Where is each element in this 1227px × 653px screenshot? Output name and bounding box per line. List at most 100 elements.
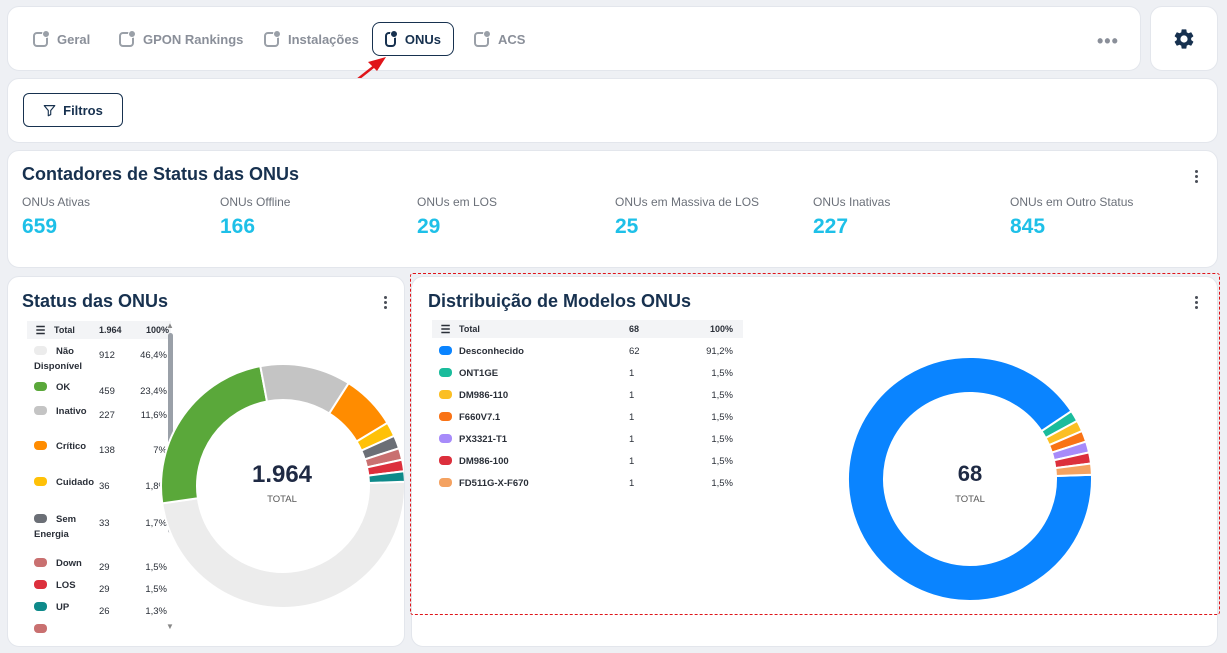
legend-name: PX3321-T1	[459, 433, 508, 445]
scroll-down-icon[interactable]: ▼	[166, 622, 174, 631]
legend-swatch	[34, 382, 47, 391]
header-pct: 100%	[709, 324, 733, 334]
legend-row[interactable]: DM986-100 1 1,5%	[432, 450, 743, 472]
legend-pct: 1,3%	[145, 606, 167, 617]
legend-pct: 1,5%	[711, 455, 733, 467]
legend-row[interactable]: DM986-110 1 1,5%	[432, 384, 743, 406]
distribution-legend-table: ☰ Total 68 100% Desconhecido 62 91,2% ONT1G…	[432, 320, 743, 489]
counter-label: ONUs Inativas	[813, 195, 891, 209]
legend-name: Sem Energia	[34, 514, 77, 540]
legend-swatch	[34, 477, 47, 486]
tab-label: ONUs	[404, 31, 441, 47]
counter-value: 29	[417, 215, 441, 238]
distribution-donut-chart	[847, 356, 1093, 602]
device-icon	[474, 29, 491, 47]
legend-count: 138	[99, 445, 115, 456]
counter-inativas: ONUs Inativas 227	[813, 195, 890, 239]
settings-button[interactable]	[1150, 6, 1218, 71]
device-icon	[119, 29, 136, 47]
header-count: 1.964	[99, 325, 122, 335]
legend-row[interactable]: PX3321-T1 1 1,5%	[432, 428, 743, 450]
legend-name: DM986-100	[459, 455, 509, 467]
status-title: Status das ONUs	[22, 291, 169, 311]
tab-gpon-rankings[interactable]: GPON Rankings	[119, 22, 243, 56]
legend-swatch	[439, 456, 452, 466]
legend-swatch	[34, 441, 47, 450]
counter-value: 25	[615, 215, 639, 238]
legend-pct: 1,5%	[711, 411, 733, 423]
counter-value: 166	[220, 215, 256, 238]
tab-geral[interactable]: Geral	[33, 22, 90, 56]
tab-label: Instalações	[288, 31, 359, 47]
legend-pct: 1,8%	[145, 481, 167, 492]
tab-label: ACS	[498, 31, 526, 47]
status-donut-chart	[160, 363, 405, 609]
scroll-up-icon[interactable]: ▲	[166, 321, 174, 330]
legend-name: Não Disponível	[34, 346, 83, 372]
filters-label: Filtros	[63, 102, 103, 118]
legend-count: 459	[99, 386, 115, 397]
counter-label: ONUs Ativas	[22, 195, 91, 209]
legend-name: F660V7.1	[459, 411, 501, 423]
legend-row[interactable]: Desconhecido 62 91,2%	[432, 340, 743, 362]
legend-count: 33	[99, 518, 110, 529]
distribution-center-value: 68	[957, 461, 983, 486]
counters-title: Contadores de Status das ONUs	[22, 164, 300, 184]
legend-scrollbar[interactable]	[168, 333, 173, 533]
legend-row[interactable]: F660V7.1 1 1,5%	[432, 406, 743, 428]
counter-label: ONUs em Massiva de LOS	[615, 195, 760, 209]
counter-outro-status: ONUs em Outro Status 845	[1010, 195, 1133, 239]
legend-pct: 1,7%	[145, 518, 167, 529]
tab-acs[interactable]: ACS	[474, 22, 525, 56]
legend-pct: 7%	[153, 445, 167, 456]
distribution-menu-icon[interactable]	[1195, 296, 1199, 311]
tab-label: GPON Rankings	[143, 31, 244, 47]
device-icon	[385, 29, 398, 47]
donut-slice-n-o-dispon-vel[interactable]	[161, 480, 405, 609]
legend-swatch	[34, 558, 47, 567]
status-menu-icon[interactable]	[384, 296, 388, 311]
legend-pct: 1,5%	[711, 433, 733, 445]
legend-name: UP	[56, 602, 70, 613]
more-options-button[interactable]: •••	[1097, 31, 1119, 51]
header-pct: 100%	[145, 325, 169, 335]
legend-pct: 1,5%	[145, 562, 167, 573]
donut-slice-fd511g-x-f670[interactable]	[1054, 462, 1093, 478]
counter-massiva-los: ONUs em Massiva de LOS 25	[615, 195, 759, 239]
tab-onus[interactable]: ONUs	[372, 22, 454, 56]
legend-row[interactable]: ONT1GE 1 1,5%	[432, 362, 743, 384]
legend-count: 1	[629, 433, 635, 445]
tab-instalacoes[interactable]: Instalações	[264, 22, 359, 56]
legend-count: 227	[99, 410, 115, 421]
legend-swatch	[439, 346, 452, 356]
legend-swatch	[34, 580, 47, 589]
donut-slice-up[interactable]	[367, 470, 405, 485]
device-icon	[264, 29, 281, 47]
header-count: 68	[629, 324, 640, 334]
legend-name: OK	[56, 382, 71, 393]
legend-swatch	[439, 478, 452, 488]
header-label: Total	[54, 325, 75, 335]
legend-swatch	[439, 412, 452, 422]
counters-menu-icon[interactable]	[1195, 170, 1199, 185]
legend-swatch	[34, 406, 47, 415]
legend-pct: 91,2%	[706, 345, 733, 357]
donut-slice-desconhecido[interactable]	[847, 356, 1093, 602]
distribution-card: Distribuição de Modelos ONUs ☰ Total 68 …	[411, 276, 1218, 647]
legend-pct: 1,5%	[711, 389, 733, 401]
legend-pct: 23,4%	[140, 386, 167, 397]
legend-swatch	[439, 434, 452, 444]
counter-value: 845	[1010, 215, 1046, 238]
legend-name: Desconhecido	[459, 345, 524, 357]
legend-name: DM986-110	[459, 389, 509, 401]
legend-row[interactable]: FD511G-X-F670 1 1,5%	[432, 472, 743, 494]
legend-name: Cuidado	[56, 477, 94, 488]
filters-bar: Filtros	[7, 78, 1218, 143]
legend-count: 1	[629, 367, 635, 379]
legend-count: 1	[629, 389, 635, 401]
legend-count: 912	[99, 350, 115, 361]
filters-button[interactable]: Filtros	[23, 93, 123, 127]
tab-label: Geral	[57, 31, 91, 47]
legend-pct: 1,5%	[711, 367, 733, 379]
legend-name: LOS	[56, 580, 76, 591]
